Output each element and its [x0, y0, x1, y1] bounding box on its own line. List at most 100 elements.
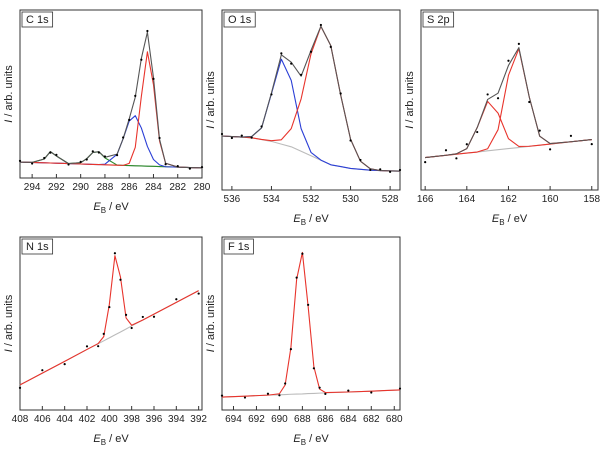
data-point	[197, 292, 200, 295]
x-label-symbol: E	[93, 201, 101, 213]
data-point	[85, 158, 88, 161]
data-point	[517, 42, 520, 45]
data-point	[280, 52, 283, 55]
panel-title: N 1s	[26, 241, 49, 253]
x-tick-label: 404	[56, 414, 73, 425]
y-axis-label: I / arb. units	[205, 71, 217, 129]
x-label-subscript: B	[101, 206, 106, 215]
x-label-symbol: E	[293, 433, 301, 445]
data-point	[134, 94, 137, 97]
x-axis-label: EB / eV	[293, 433, 329, 447]
x-tick-label: 530	[342, 194, 359, 205]
data-point	[176, 164, 179, 168]
x-tick-label: 160	[542, 194, 559, 205]
x-axis-label: EB / eV	[93, 201, 129, 215]
fit-curve	[425, 47, 592, 159]
x-axis-label: EB / eV	[93, 433, 129, 447]
data-point	[319, 23, 322, 27]
y-label-symbol: I	[205, 349, 217, 352]
plot-frame	[19, 236, 203, 411]
panel: 408 406 404 402 400 398 396 394 392 N 1s EB / eV I …	[3, 236, 207, 447]
fit-curve	[19, 51, 203, 169]
y-axis-label: I / arb. units	[3, 294, 15, 352]
data-point	[200, 165, 204, 169]
data-point	[31, 162, 34, 165]
x-tick-label: 688	[294, 414, 311, 425]
data-point	[318, 386, 321, 389]
x-tick-label: 294	[24, 182, 41, 193]
data-point	[347, 389, 350, 392]
fit-curve	[19, 31, 203, 169]
data-point	[128, 118, 131, 121]
data-point	[266, 392, 270, 395]
data-point	[41, 369, 44, 372]
fit-curve	[221, 135, 401, 172]
x-tick-label: 690	[271, 414, 288, 425]
x-tick-label: 162	[500, 194, 517, 205]
x-tick-label: 288	[97, 182, 114, 193]
x-tick-label: 280	[194, 182, 211, 193]
x-tick-label: 534	[263, 194, 280, 205]
x-tick-label: 398	[123, 414, 140, 425]
x-tick-label: 164	[458, 194, 475, 205]
data-point	[370, 391, 373, 394]
fit-curve	[221, 58, 401, 172]
data-point	[188, 167, 191, 170]
data-point	[569, 134, 573, 137]
x-tick-label: 686	[317, 414, 334, 425]
x-label-unit: / eV	[106, 201, 129, 213]
x-label-subscript: B	[301, 218, 306, 227]
data-point	[141, 315, 144, 319]
x-tick-label: 400	[101, 414, 118, 425]
data-point	[284, 382, 287, 385]
data-point	[424, 161, 427, 164]
panel-title: C 1s	[26, 14, 49, 26]
y-label-unit: / arb. units	[3, 294, 15, 349]
data-point	[240, 134, 243, 137]
x-label-unit: / eV	[306, 213, 329, 225]
x-label-unit: / eV	[306, 433, 329, 445]
data-point	[270, 93, 273, 96]
data-point	[260, 125, 263, 128]
data-point	[339, 92, 342, 95]
data-point	[63, 363, 66, 366]
x-tick-label: 536	[224, 194, 241, 205]
plot-frame	[221, 9, 401, 191]
data-point	[359, 158, 362, 162]
data-point	[119, 278, 122, 281]
data-point	[295, 276, 298, 279]
x-tick-label: 292	[48, 182, 65, 193]
x-tick-label: 166	[417, 194, 434, 205]
x-label-symbol: E	[293, 213, 301, 225]
data-point	[496, 97, 500, 100]
y-axis-label: I / arb. units	[205, 294, 217, 352]
title-box	[422, 11, 455, 28]
y-axis-label: I / arb. units	[404, 71, 416, 129]
data-point	[538, 129, 541, 132]
x-tick-label: 694	[225, 414, 242, 425]
data-point	[43, 156, 46, 160]
data-point	[67, 163, 70, 166]
x-label-unit: / eV	[106, 433, 129, 445]
y-label-unit: / arb. units	[205, 294, 217, 349]
panel-title: F 1s	[228, 241, 250, 253]
data-point	[164, 163, 167, 166]
data-point	[18, 386, 22, 389]
y-label-symbol: I	[404, 126, 416, 129]
fit-curve	[19, 115, 203, 169]
data-point	[309, 50, 313, 53]
data-point	[507, 59, 510, 62]
data-point	[379, 168, 382, 171]
data-point	[113, 252, 117, 255]
x-tick-label: 402	[79, 414, 96, 425]
data-point	[476, 130, 479, 134]
data-point	[220, 132, 224, 136]
x-tick-label: 692	[248, 414, 265, 425]
data-point	[349, 139, 352, 142]
data-point	[152, 77, 155, 80]
data-point	[85, 345, 89, 348]
data-point	[243, 396, 247, 399]
fit-curve	[425, 100, 592, 159]
data-point	[250, 136, 253, 139]
data-point	[389, 170, 392, 173]
